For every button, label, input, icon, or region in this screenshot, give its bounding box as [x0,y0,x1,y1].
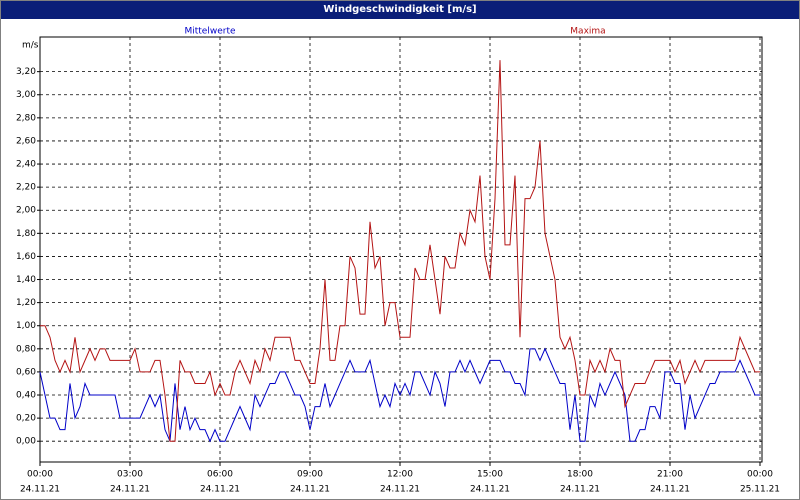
y-tick-label: 3,20 [16,67,36,77]
y-tick-label: 0,00 [16,437,36,447]
x-tick-label: 18:00 [567,470,593,480]
y-tick-label: 0,40 [16,391,36,401]
x-tick-label: 06:00 [207,470,233,480]
legend-label: Mittelwerte [184,27,235,37]
y-tick-label: 0,20 [16,414,36,424]
x-tick-date: 24.11.21 [200,485,240,495]
y-tick-label: 2,60 [16,136,36,146]
y-axis-label: m/s [22,41,39,51]
x-tick-label: 15:00 [477,470,503,480]
x-tick-label: 12:00 [387,470,413,480]
x-tick-date: 24.11.21 [290,485,330,495]
x-tick-label: 00:00 [747,470,773,480]
x-tick-label: 00:00 [27,470,53,480]
y-tick-label: 3,00 [16,90,36,100]
y-tick-label: 2,80 [16,113,36,123]
title-bar: Windgeschwindigkeit [m/s] [1,1,799,19]
x-tick-date: 24.11.21 [560,485,600,495]
y-tick-label: 1,40 [16,275,36,285]
x-tick-label: 03:00 [117,470,143,480]
y-tick-label: 2,40 [16,160,36,170]
y-tick-label: 1,00 [16,321,36,331]
legend-label: Maxima [570,27,605,37]
plot-area [39,36,763,463]
y-tick-label: 1,20 [16,298,36,308]
series-line [40,60,760,442]
y-tick-label: 0,80 [16,344,36,354]
y-tick-label: 2,20 [16,183,36,193]
x-tick-date: 24.11.21 [20,485,60,495]
x-tick-date: 24.11.21 [110,485,150,495]
y-tick-label: 0,60 [16,367,36,377]
y-tick-label: 1,60 [16,252,36,262]
y-tick-label: 2,00 [16,206,36,216]
x-tick-date: 24.11.21 [380,485,420,495]
x-tick-date: 24.11.21 [470,485,510,495]
series-line [39,347,760,443]
x-tick-date: 24.11.21 [650,485,690,495]
x-tick-label: 09:00 [297,470,323,480]
y-tick-label: 1,80 [16,229,36,239]
x-tick-date: 25.11.21 [740,485,780,495]
x-tick-label: 21:00 [657,470,683,480]
